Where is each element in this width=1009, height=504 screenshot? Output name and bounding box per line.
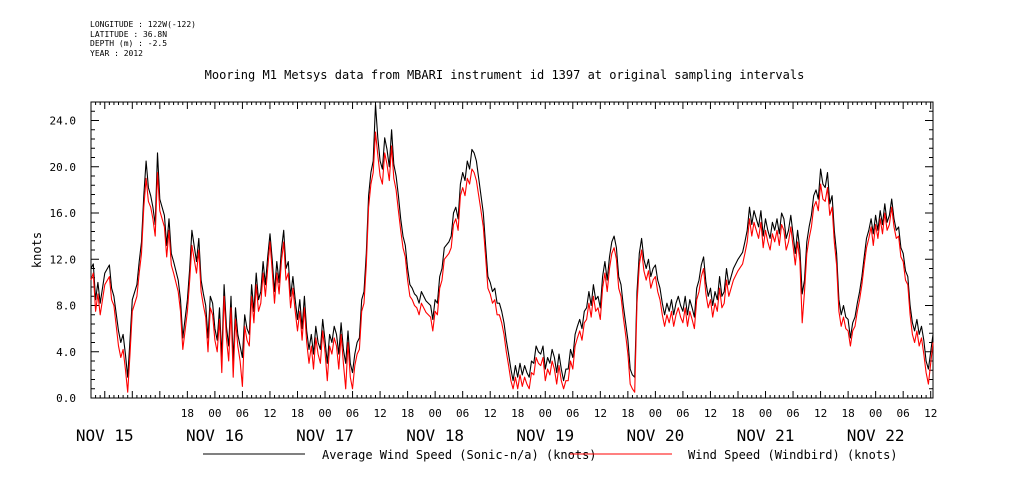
x-tick-label: 18 — [731, 407, 744, 420]
meta-longitude: LONGITUDE : 122W(-122) — [90, 20, 196, 29]
y-tick-label: 4.0 — [56, 346, 76, 359]
x-tick-label: 12 — [924, 407, 937, 420]
x-day-label: NOV 19 — [516, 426, 574, 445]
x-day-label: NOV 20 — [626, 426, 684, 445]
y-tick-label: 0.0 — [56, 392, 76, 405]
x-tick-label: 00 — [759, 407, 772, 420]
x-tick-label: 12 — [484, 407, 497, 420]
x-tick-label: 06 — [897, 407, 910, 420]
y-tick-label: 24.0 — [50, 115, 77, 128]
y-axis-label: knots — [30, 232, 44, 268]
x-tick-label: 18 — [621, 407, 634, 420]
x-day-label: NOV 15 — [76, 426, 134, 445]
x-tick-label: 06 — [236, 407, 249, 420]
x-tick-label: 06 — [456, 407, 469, 420]
x-day-label: NOV 16 — [186, 426, 244, 445]
legend: Average Wind Speed (Sonic-n/a) (knots) W… — [203, 448, 898, 462]
meta-year: YEAR : 2012 — [90, 48, 143, 58]
y-tick-label: 12.0 — [50, 253, 77, 266]
x-day-label: NOV 21 — [737, 426, 795, 445]
series-layer — [90, 103, 934, 393]
x-tick-label: 06 — [676, 407, 689, 420]
x-day-label: NOV 17 — [296, 426, 354, 445]
x-tick-label: 00 — [208, 407, 221, 420]
x-tick-label: 06 — [346, 407, 359, 420]
x-tick-label: 12 — [814, 407, 827, 420]
x-day-label: NOV 22 — [847, 426, 905, 445]
legend-label-average-wind: Average Wind Speed (Sonic-n/a) (knots) — [322, 448, 597, 462]
meta-depth: DEPTH (m) : -2.5 — [90, 39, 168, 48]
x-tick-label: 00 — [649, 407, 662, 420]
x-tick-label: 12 — [373, 407, 386, 420]
y-tick-label: 8.0 — [56, 300, 76, 313]
x-tick-label: 00 — [539, 407, 552, 420]
y-tick-label: 16.0 — [50, 207, 77, 220]
axes: 18 00 06 12 18 00 06 12 18 00 06 12 18 00 06 12 18 00 06 12… — [50, 101, 937, 445]
y-tick-label: 20.0 — [50, 161, 77, 174]
metadata-block: LONGITUDE : 122W(-122) LATITUDE : 36.8N … — [90, 20, 196, 58]
x-tick-label: 00 — [429, 407, 442, 420]
x-day-label: NOV 18 — [406, 426, 464, 445]
x-tick-label: 12 — [594, 407, 607, 420]
x-tick-label: 18 — [401, 407, 414, 420]
x-tick-label: 18 — [511, 407, 524, 420]
x-tick-label: 06 — [566, 407, 579, 420]
meta-latitude: LATITUDE : 36.8N — [90, 29, 168, 39]
x-tick-label: 00 — [869, 407, 882, 420]
series-windbird-wind-speed-line — [90, 131, 934, 393]
x-tick-label: 12 — [704, 407, 717, 420]
legend-label-windbird: Wind Speed (Windbird) (knots) — [688, 448, 898, 462]
x-tick-label: 12 — [263, 407, 276, 420]
x-tick-label: 18 — [291, 407, 304, 420]
x-tick-label: 18 — [841, 407, 854, 420]
x-tick-label: 06 — [786, 407, 799, 420]
chart-title: Mooring M1 Metsys data from MBARI instru… — [204, 68, 805, 82]
x-tick-label: 00 — [318, 407, 331, 420]
x-tick-label: 18 — [181, 407, 194, 420]
series-average-wind-speed-line — [90, 103, 934, 382]
